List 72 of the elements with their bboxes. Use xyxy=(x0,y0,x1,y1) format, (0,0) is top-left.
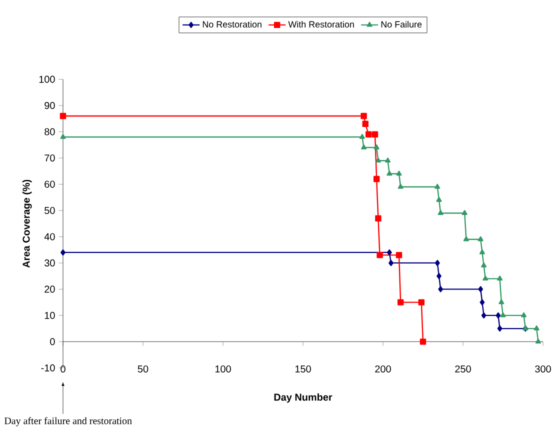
point xyxy=(481,262,487,268)
point xyxy=(479,249,485,254)
y-tick-label: 60 xyxy=(44,180,55,188)
y-tick-label: -10 xyxy=(41,364,55,372)
point xyxy=(374,144,380,150)
y-tick-label: 40 xyxy=(44,233,55,240)
point xyxy=(481,312,486,319)
point xyxy=(60,134,66,139)
point xyxy=(496,312,501,319)
x-tick-label: 200 xyxy=(375,365,391,372)
point xyxy=(386,170,392,176)
y-tick-label: 100 xyxy=(39,76,55,83)
point xyxy=(535,338,541,344)
point xyxy=(398,184,404,189)
point xyxy=(374,176,380,182)
x-tick-label: 50 xyxy=(138,365,148,372)
x-tick-label: 0 xyxy=(60,365,66,372)
point xyxy=(463,236,469,242)
point xyxy=(478,286,484,292)
point xyxy=(434,260,440,266)
x-axis-title: Day Number xyxy=(274,393,332,403)
x-tick-label: 300 xyxy=(535,365,551,372)
point xyxy=(398,299,404,306)
point xyxy=(396,252,402,258)
y-tick-label: 10 xyxy=(44,312,55,319)
point xyxy=(497,325,502,332)
point xyxy=(366,131,372,138)
point xyxy=(436,196,442,202)
point xyxy=(360,112,367,120)
y-tick-label: 50 xyxy=(44,206,55,214)
point xyxy=(500,312,506,318)
point xyxy=(60,249,66,256)
point xyxy=(438,286,444,292)
point xyxy=(478,236,484,242)
point xyxy=(386,249,392,256)
legend-label: No Failure xyxy=(381,20,422,28)
y-tick-label: 0 xyxy=(50,338,55,346)
point xyxy=(534,325,540,330)
legend-label: No Restoration xyxy=(202,20,262,28)
point xyxy=(521,312,527,318)
point xyxy=(362,120,368,127)
y-tick-label: 20 xyxy=(44,286,55,293)
point xyxy=(375,158,381,162)
point xyxy=(482,276,488,281)
point xyxy=(434,184,440,189)
point xyxy=(396,170,402,176)
x-tick-label: 150 xyxy=(295,365,311,372)
x-tick-label: 100 xyxy=(215,365,231,372)
point xyxy=(418,299,424,306)
text: Day after failure and restoration xyxy=(4,417,132,426)
point xyxy=(480,299,485,306)
y-axis-title: Area Coverage (%) xyxy=(22,180,32,268)
point xyxy=(385,158,391,162)
point xyxy=(462,210,468,215)
y-tick-label: 70 xyxy=(44,154,55,162)
point xyxy=(361,144,367,150)
point xyxy=(438,210,444,215)
point xyxy=(372,131,378,138)
legend-label: With Restoration xyxy=(288,20,354,28)
point xyxy=(60,112,66,120)
point xyxy=(359,134,365,139)
point xyxy=(376,252,383,258)
y-tick-label: 80 xyxy=(44,128,55,136)
point xyxy=(436,272,442,280)
y-tick-label: 90 xyxy=(44,102,55,110)
point xyxy=(497,276,503,281)
point xyxy=(420,338,426,345)
point xyxy=(388,260,394,266)
y-tick-label: 30 xyxy=(44,259,55,266)
x-tick-label: 250 xyxy=(455,365,471,372)
point xyxy=(498,299,504,304)
point xyxy=(375,215,382,222)
